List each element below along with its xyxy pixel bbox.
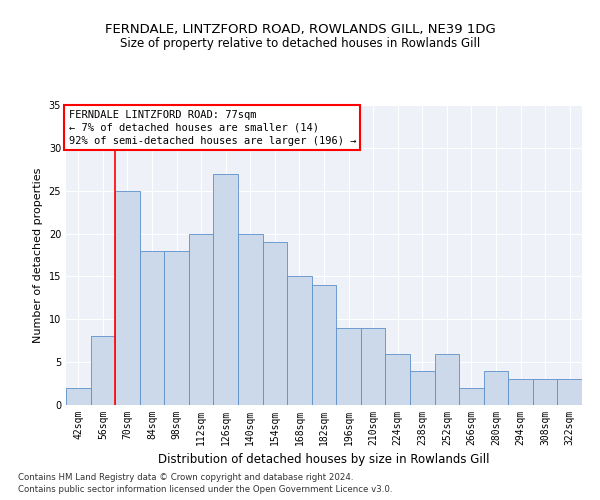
Bar bbox=[385, 354, 410, 405]
Bar bbox=[459, 388, 484, 405]
Bar bbox=[312, 285, 336, 405]
Bar bbox=[336, 328, 361, 405]
Bar bbox=[434, 354, 459, 405]
Text: Size of property relative to detached houses in Rowlands Gill: Size of property relative to detached ho… bbox=[120, 38, 480, 51]
Bar bbox=[287, 276, 312, 405]
Bar bbox=[238, 234, 263, 405]
Bar bbox=[557, 380, 582, 405]
Y-axis label: Number of detached properties: Number of detached properties bbox=[33, 168, 43, 342]
Bar bbox=[140, 250, 164, 405]
Bar bbox=[91, 336, 115, 405]
Bar bbox=[164, 250, 189, 405]
Text: Contains HM Land Registry data © Crown copyright and database right 2024.: Contains HM Land Registry data © Crown c… bbox=[18, 472, 353, 482]
Bar bbox=[533, 380, 557, 405]
Bar bbox=[484, 370, 508, 405]
Bar bbox=[189, 234, 214, 405]
Bar bbox=[508, 380, 533, 405]
Text: FERNDALE LINTZFORD ROAD: 77sqm
← 7% of detached houses are smaller (14)
92% of s: FERNDALE LINTZFORD ROAD: 77sqm ← 7% of d… bbox=[68, 110, 356, 146]
Bar bbox=[410, 370, 434, 405]
Bar bbox=[66, 388, 91, 405]
Text: FERNDALE, LINTZFORD ROAD, ROWLANDS GILL, NE39 1DG: FERNDALE, LINTZFORD ROAD, ROWLANDS GILL,… bbox=[104, 22, 496, 36]
Text: Contains public sector information licensed under the Open Government Licence v3: Contains public sector information licen… bbox=[18, 485, 392, 494]
Bar bbox=[361, 328, 385, 405]
Bar bbox=[263, 242, 287, 405]
Bar bbox=[115, 190, 140, 405]
Bar bbox=[214, 174, 238, 405]
X-axis label: Distribution of detached houses by size in Rowlands Gill: Distribution of detached houses by size … bbox=[158, 454, 490, 466]
